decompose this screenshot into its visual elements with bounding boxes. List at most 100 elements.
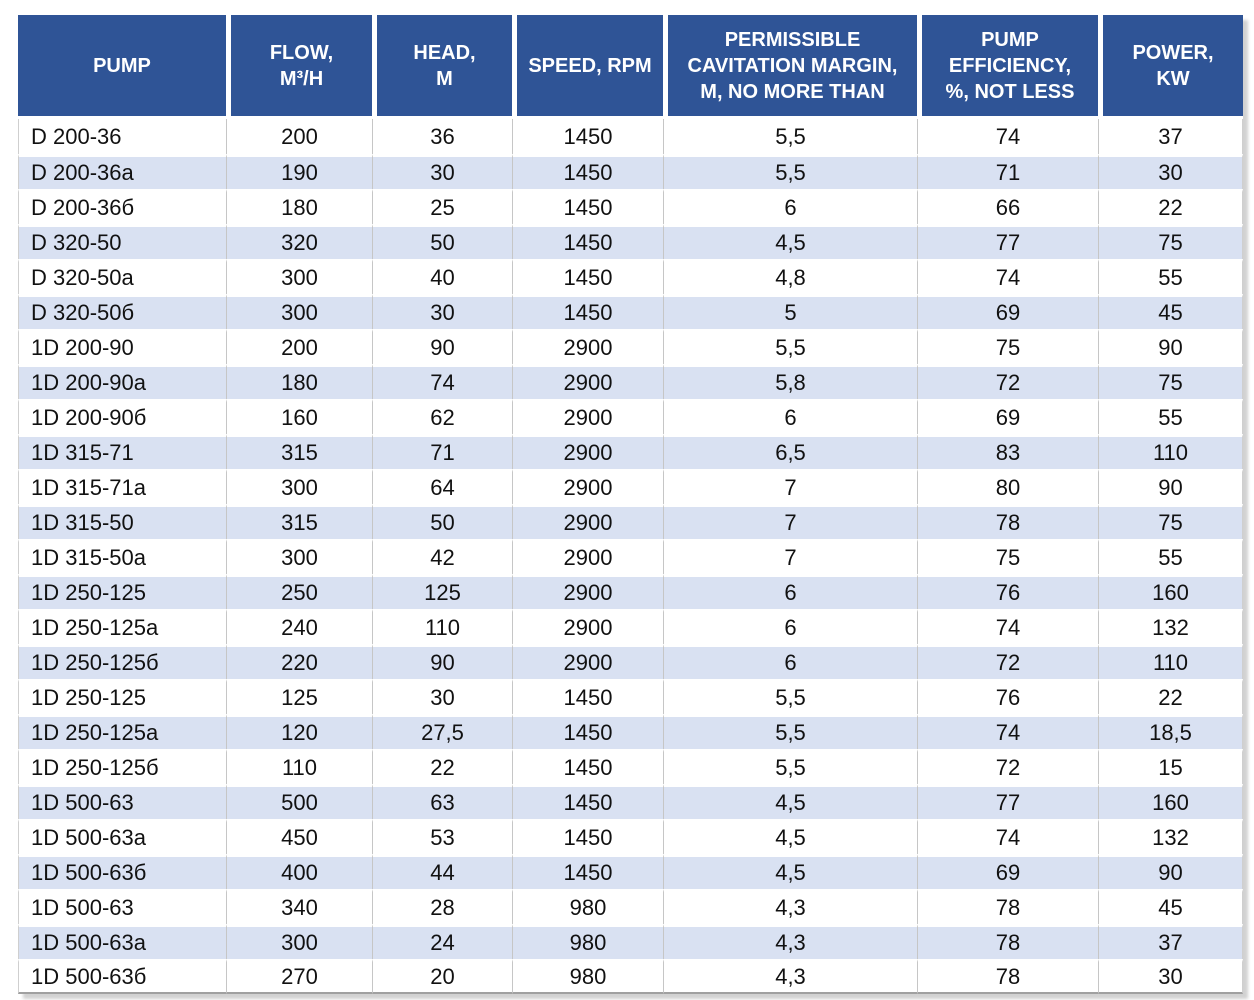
cell-power: 160	[1098, 784, 1243, 819]
header-row: PUMP FLOW, M³/H HEAD, M SPEED, RPM PERMISSIB…	[18, 15, 1243, 119]
cell-efficiency: 74	[917, 714, 1098, 749]
cell-power: 30	[1098, 959, 1243, 994]
table-row: D 320-50б 300 30 1450 5 69 45	[18, 294, 1243, 329]
cell-head: 27,5	[372, 714, 512, 749]
cell-flow: 220	[226, 644, 372, 679]
cell-efficiency: 69	[917, 854, 1098, 889]
table-row: 1D 250-125б 220 90 2900 6 72 110	[18, 644, 1243, 679]
cell-efficiency: 72	[917, 749, 1098, 784]
cell-pump: D 200-36б	[18, 189, 226, 224]
table-row: D 320-50 320 50 1450 4,5 77 75	[18, 224, 1243, 259]
cell-cavitation: 6	[663, 399, 917, 434]
table-row: 1D 500-63б 400 44 1450 4,5 69 90	[18, 854, 1243, 889]
cell-pump: D 320-50б	[18, 294, 226, 329]
cell-power: 75	[1098, 224, 1243, 259]
table-row: 1D 200-90a 180 74 2900 5,8 72 75	[18, 364, 1243, 399]
cell-cavitation: 5,5	[663, 714, 917, 749]
cell-power: 22	[1098, 189, 1243, 224]
table-row: 1D 250-125 250 125 2900 6 76 160	[18, 574, 1243, 609]
cell-pump: 1D 500-63a	[18, 819, 226, 854]
cell-cavitation: 4,5	[663, 784, 917, 819]
cell-cavitation: 6	[663, 609, 917, 644]
cell-pump: 1D 315-50a	[18, 539, 226, 574]
cell-efficiency: 72	[917, 364, 1098, 399]
cell-speed: 2900	[512, 469, 663, 504]
cell-pump: 1D 250-125	[18, 574, 226, 609]
table-row: D 200-36 200 36 1450 5,5 74 37	[18, 119, 1243, 154]
table-row: 1D 200-90 200 90 2900 5,5 75 90	[18, 329, 1243, 364]
cell-head: 28	[372, 889, 512, 924]
cell-pump: 1D 315-71	[18, 434, 226, 469]
cell-power: 37	[1098, 924, 1243, 959]
cell-head: 40	[372, 259, 512, 294]
cell-power: 75	[1098, 364, 1243, 399]
cell-efficiency: 69	[917, 399, 1098, 434]
column-header-flow: FLOW, M³/H	[226, 15, 372, 119]
cell-pump: 1D 500-63	[18, 889, 226, 924]
cell-flow: 340	[226, 889, 372, 924]
cell-head: 30	[372, 154, 512, 189]
cell-cavitation: 6	[663, 574, 917, 609]
cell-cavitation: 7	[663, 469, 917, 504]
table-row: 1D 200-90б 160 62 2900 6 69 55	[18, 399, 1243, 434]
cell-cavitation: 4,3	[663, 889, 917, 924]
cell-power: 22	[1098, 679, 1243, 714]
table-row: 1D 500-63a 300 24 980 4,3 78 37	[18, 924, 1243, 959]
cell-efficiency: 77	[917, 784, 1098, 819]
cell-cavitation: 5,5	[663, 679, 917, 714]
cell-speed: 1450	[512, 154, 663, 189]
cell-efficiency: 69	[917, 294, 1098, 329]
cell-head: 24	[372, 924, 512, 959]
cell-pump: 1D 500-63б	[18, 959, 226, 994]
cell-cavitation: 5,5	[663, 329, 917, 364]
cell-pump: 1D 200-90б	[18, 399, 226, 434]
cell-head: 74	[372, 364, 512, 399]
cell-head: 44	[372, 854, 512, 889]
cell-efficiency: 75	[917, 329, 1098, 364]
column-header-efficiency: PUMP EFFICIENCY, %, NOT LESS	[917, 15, 1098, 119]
cell-pump: 1D 315-50	[18, 504, 226, 539]
table-row: D 200-36б 180 25 1450 6 66 22	[18, 189, 1243, 224]
cell-cavitation: 7	[663, 504, 917, 539]
table-row: 1D 500-63a 450 53 1450 4,5 74 132	[18, 819, 1243, 854]
cell-head: 71	[372, 434, 512, 469]
cell-power: 110	[1098, 644, 1243, 679]
table-row: 1D 250-125б 110 22 1450 5,5 72 15	[18, 749, 1243, 784]
table-row: 1D 250-125a 120 27,5 1450 5,5 74 18,5	[18, 714, 1243, 749]
cell-speed: 1450	[512, 294, 663, 329]
cell-cavitation: 5,5	[663, 119, 917, 154]
table-row: 1D 500-63 500 63 1450 4,5 77 160	[18, 784, 1243, 819]
cell-head: 22	[372, 749, 512, 784]
cell-cavitation: 5,8	[663, 364, 917, 399]
cell-flow: 200	[226, 119, 372, 154]
cell-speed: 1450	[512, 189, 663, 224]
cell-flow: 320	[226, 224, 372, 259]
cell-head: 110	[372, 609, 512, 644]
cell-cavitation: 6,5	[663, 434, 917, 469]
table-body: D 200-36 200 36 1450 5,5 74 37 D 200-36a 190 30 14…	[18, 119, 1243, 994]
cell-speed: 980	[512, 959, 663, 994]
cell-pump: 1D 200-90	[18, 329, 226, 364]
cell-speed: 1450	[512, 854, 663, 889]
cell-speed: 2900	[512, 329, 663, 364]
cell-head: 50	[372, 504, 512, 539]
cell-flow: 120	[226, 714, 372, 749]
cell-head: 62	[372, 399, 512, 434]
table-header: PUMP FLOW, M³/H HEAD, M SPEED, RPM PERMISSIB…	[18, 15, 1243, 119]
table-row: 1D 315-71 315 71 2900 6,5 83 110	[18, 434, 1243, 469]
cell-efficiency: 76	[917, 679, 1098, 714]
cell-speed: 1450	[512, 749, 663, 784]
cell-flow: 240	[226, 609, 372, 644]
cell-head: 64	[372, 469, 512, 504]
cell-flow: 300	[226, 539, 372, 574]
cell-pump: 1D 200-90a	[18, 364, 226, 399]
cell-efficiency: 74	[917, 259, 1098, 294]
table-row: 1D 315-50 315 50 2900 7 78 75	[18, 504, 1243, 539]
cell-flow: 315	[226, 504, 372, 539]
cell-power: 55	[1098, 259, 1243, 294]
cell-flow: 300	[226, 469, 372, 504]
cell-efficiency: 71	[917, 154, 1098, 189]
cell-cavitation: 5	[663, 294, 917, 329]
cell-power: 90	[1098, 329, 1243, 364]
table-row: 1D 500-63 340 28 980 4,3 78 45	[18, 889, 1243, 924]
